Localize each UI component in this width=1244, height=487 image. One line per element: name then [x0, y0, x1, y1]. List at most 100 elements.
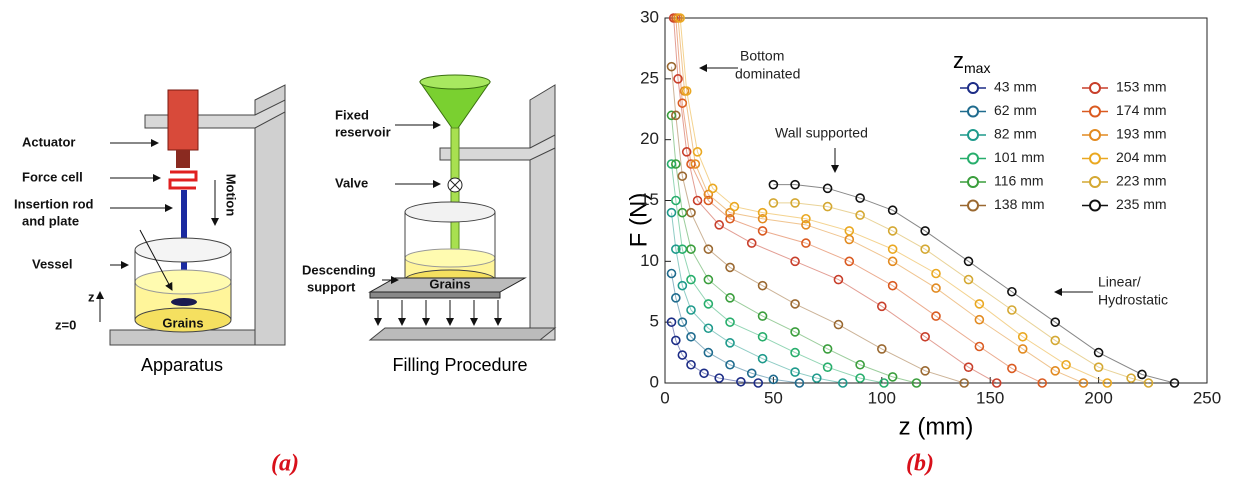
- data-point: [822, 362, 833, 372]
- data-point: [666, 61, 677, 72]
- data-point: [1037, 378, 1048, 388]
- data-point: [671, 159, 681, 169]
- x-tick-label: 0: [660, 388, 669, 407]
- label: Vessel: [32, 256, 73, 271]
- data-point: [855, 210, 865, 220]
- data-point: [725, 207, 735, 218]
- data-point: [757, 280, 768, 291]
- data-point: [920, 331, 930, 342]
- data-point: [686, 274, 696, 285]
- data-point: [757, 213, 768, 224]
- data-point: [725, 317, 735, 327]
- data-point: [833, 319, 844, 330]
- legend-label: 153 mm: [1116, 79, 1167, 95]
- data-point: [801, 220, 811, 230]
- data-point: [671, 293, 681, 303]
- label: and plate: [22, 213, 79, 228]
- y-tick-label: 20: [640, 129, 659, 148]
- data-point: [1061, 359, 1071, 370]
- data-point: [1017, 344, 1028, 354]
- legend-label: 235 mm: [1116, 196, 1167, 212]
- data-point: [746, 238, 757, 248]
- data-point: [887, 256, 898, 267]
- data-point: [1050, 366, 1061, 376]
- data-point: [822, 201, 833, 212]
- data-point: [703, 244, 714, 254]
- data-point: [671, 195, 681, 206]
- series-line: [673, 17, 997, 384]
- data-point: [920, 244, 930, 254]
- data-point: [725, 338, 735, 348]
- label: Valve: [335, 175, 368, 190]
- series-line: [671, 212, 843, 384]
- data-point: [703, 195, 714, 206]
- data-point: [725, 359, 735, 370]
- data-point: [855, 373, 865, 383]
- x-tick-label: 100: [868, 388, 896, 407]
- data-point: [677, 280, 688, 291]
- legend-label: 193 mm: [1116, 126, 1167, 142]
- data-point: [757, 226, 768, 236]
- data-point: [879, 378, 889, 388]
- data-point: [790, 179, 800, 190]
- data-point: [801, 213, 811, 224]
- data-point: [790, 256, 800, 267]
- data-point: [887, 205, 898, 216]
- label: Grains: [429, 276, 470, 291]
- data-point: [736, 376, 746, 387]
- legend-label: 223 mm: [1116, 173, 1167, 189]
- series-line: [671, 163, 885, 384]
- data-point: [725, 262, 735, 273]
- data-point: [1007, 363, 1017, 374]
- data-point: [686, 305, 696, 315]
- data-point: [974, 314, 985, 325]
- data-point: [703, 189, 714, 200]
- data-point: [959, 378, 969, 388]
- data-point: [725, 293, 735, 303]
- data-point: [1050, 335, 1061, 346]
- series-line: [671, 66, 965, 384]
- label: Actuator: [22, 134, 75, 149]
- legend-label: 116 mm: [994, 173, 1044, 189]
- annotation: Wall supported: [775, 125, 868, 141]
- legend-marker: [967, 129, 979, 141]
- diagram-title: Filling Procedure: [392, 355, 527, 375]
- x-tick-label: 50: [764, 388, 783, 407]
- data-point: [703, 347, 714, 358]
- data-point: [876, 344, 887, 354]
- data-point: [671, 110, 681, 121]
- series-line: [671, 115, 917, 384]
- data-point: [844, 226, 855, 236]
- label: Insertion rod: [14, 196, 94, 211]
- data-point: [822, 344, 833, 354]
- data-point: [1126, 373, 1136, 383]
- legend-marker: [1089, 176, 1101, 188]
- data-point: [963, 274, 974, 285]
- data-point: [666, 268, 677, 279]
- data-point: [790, 299, 800, 309]
- data-point: [794, 378, 805, 388]
- series-line: [773, 202, 1149, 384]
- legend-marker: [967, 82, 979, 94]
- legend-marker: [1089, 199, 1101, 212]
- data-point: [690, 159, 701, 169]
- annotation: dominated: [735, 66, 800, 82]
- data-point: [963, 256, 974, 267]
- data-point: [1050, 317, 1061, 327]
- caption: (b): [906, 451, 934, 477]
- data-point: [681, 86, 692, 96]
- legend-title-main: z: [953, 48, 964, 73]
- data-point: [714, 373, 725, 383]
- x-axis-label: z (mm): [899, 413, 974, 440]
- label: reservoir: [335, 124, 391, 139]
- data-point: [714, 220, 725, 230]
- legend-label: 101 mm: [994, 149, 1045, 165]
- data-point: [790, 198, 800, 208]
- data-point: [1017, 331, 1028, 342]
- x-tick-label: 250: [1193, 388, 1221, 407]
- legend-title: zmax: [953, 48, 990, 76]
- data-point: [1093, 362, 1104, 372]
- data-point: [768, 198, 779, 208]
- data-point: [931, 283, 941, 293]
- data-point: [1137, 369, 1147, 380]
